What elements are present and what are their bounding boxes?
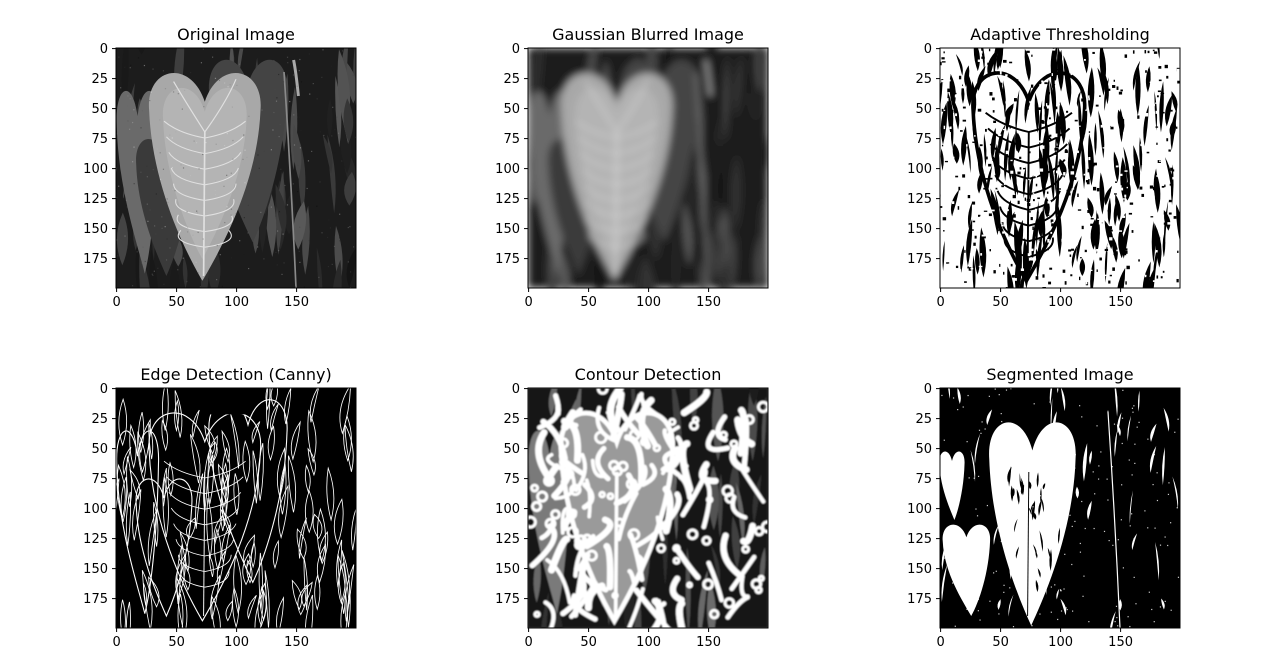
x-tick-label: 150 [284,635,309,650]
panel-title: Adaptive Thresholding [970,25,1150,44]
panel-image [528,48,768,288]
y-tick-label: 75 [91,132,108,147]
x-tick-label: 100 [636,635,661,650]
x-tick-label: 150 [284,295,309,310]
axes-frame [939,47,1181,289]
y-tick-label: 25 [503,72,520,87]
y-tick-label: 25 [915,72,932,87]
panel-title: Contour Detection [575,365,722,384]
x-tick-label: 50 [168,635,185,650]
y-tick-label: 125 [907,192,932,207]
panel-title: Gaussian Blurred Image [552,25,744,44]
y-tick-label: 50 [91,442,108,457]
x-tick-label: 0 [936,295,944,310]
y-tick-label: 150 [495,222,520,237]
x-tick-label: 150 [696,295,721,310]
panel-image [528,388,768,628]
x-tick-label: 0 [936,635,944,650]
y-tick-label: 100 [495,162,520,177]
axes-frame [527,387,769,629]
panel-image [116,48,356,288]
y-tick-label: 25 [91,412,108,427]
y-tick-label: 125 [495,532,520,547]
y-tick-label: 75 [503,472,520,487]
axes-frame [115,47,357,289]
y-tick-label: 125 [495,192,520,207]
panel-title: Segmented Image [986,365,1133,384]
panel-2: Adaptive Thresholding 0 50 100 150 0 25 50 75 100… [907,25,1181,310]
y-tick-label: 175 [907,592,932,607]
x-tick-label: 50 [168,295,185,310]
y-tick-label: 125 [83,192,108,207]
panel-image [116,388,356,628]
x-tick-label: 50 [580,635,597,650]
x-tick-label: 100 [224,635,249,650]
panel-3: Edge Detection (Canny) 0 50 100 150 0 25 50 75 10… [83,365,357,650]
x-tick-label: 150 [1108,295,1133,310]
x-tick-label: 50 [580,295,597,310]
x-tick-label: 50 [992,635,1009,650]
y-tick-label: 50 [915,102,932,117]
y-tick-label: 125 [907,532,932,547]
y-tick-label: 0 [924,382,932,397]
y-tick-label: 175 [495,252,520,267]
y-tick-label: 150 [495,562,520,577]
y-tick-label: 25 [915,412,932,427]
panel-title: Edge Detection (Canny) [140,365,331,384]
axes-frame [115,387,357,629]
y-tick-label: 50 [503,442,520,457]
y-tick-label: 150 [907,222,932,237]
x-tick-label: 0 [524,295,532,310]
y-tick-label: 100 [907,162,932,177]
y-tick-label: 150 [83,562,108,577]
x-tick-label: 100 [224,295,249,310]
x-tick-label: 0 [112,635,120,650]
y-tick-label: 125 [83,532,108,547]
y-tick-label: 150 [83,222,108,237]
y-tick-label: 100 [907,502,932,517]
y-tick-label: 75 [915,132,932,147]
y-tick-label: 175 [907,252,932,267]
y-tick-label: 100 [83,502,108,517]
y-tick-label: 175 [83,592,108,607]
axes-frame [527,47,769,289]
panel-1: Gaussian Blurred Image 0 50 100 150 0 25 50 75 10… [495,25,769,310]
y-tick-label: 50 [91,102,108,117]
x-tick-label: 100 [1048,635,1073,650]
panel-5: Segmented Image 0 50 100 150 0 25 50 75 100 125 150… [907,365,1181,650]
y-tick-label: 0 [512,42,520,57]
y-tick-label: 25 [503,412,520,427]
y-tick-label: 100 [495,502,520,517]
y-tick-label: 0 [100,42,108,57]
x-tick-label: 50 [992,295,1009,310]
y-tick-label: 175 [495,592,520,607]
y-tick-label: 50 [503,102,520,117]
x-tick-label: 100 [1048,295,1073,310]
y-tick-label: 0 [512,382,520,397]
x-tick-label: 0 [524,635,532,650]
y-tick-label: 0 [924,42,932,57]
panel-image [940,388,1180,628]
y-tick-label: 150 [907,562,932,577]
x-tick-label: 0 [112,295,120,310]
axes-frame [939,387,1181,629]
y-tick-label: 50 [915,442,932,457]
y-tick-label: 100 [83,162,108,177]
y-tick-label: 75 [91,472,108,487]
panel-0: Original Image 0 50 100 150 0 25 50 75 100 125 150 1… [83,25,357,310]
panel-4: Contour Detection 0 50 100 150 0 25 50 75 100 125 1… [495,365,769,650]
y-tick-label: 75 [503,132,520,147]
y-tick-label: 0 [100,382,108,397]
y-tick-label: 25 [91,72,108,87]
panel-title: Original Image [177,25,295,44]
y-tick-label: 75 [915,472,932,487]
x-tick-label: 150 [696,635,721,650]
x-tick-label: 100 [636,295,661,310]
x-tick-label: 150 [1108,635,1133,650]
y-tick-label: 175 [83,252,108,267]
panel-image [940,48,1180,288]
